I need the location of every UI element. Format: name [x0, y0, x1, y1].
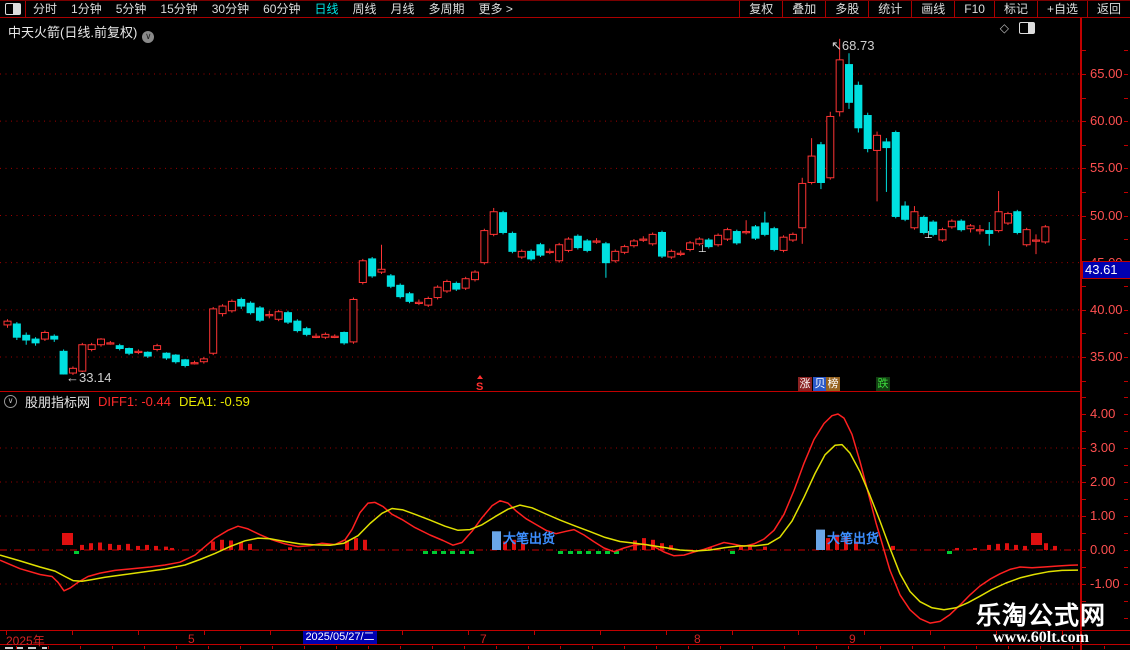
period-button-1[interactable]: 1分钟	[71, 2, 102, 16]
period-button-0[interactable]: 分时	[33, 2, 58, 16]
watermark-title: 乐淘公式网	[975, 602, 1106, 630]
watermark-url: www.60lt.com	[993, 629, 1089, 646]
svg-text:S: S	[476, 381, 483, 392]
svg-text:↖68.73: ↖68.73	[831, 38, 874, 53]
action-toolbar: 复权 叠加 多股 统计 画线 F10 标记 +自选 返回	[739, 1, 1130, 17]
rank-badge-0[interactable]: 涨	[798, 377, 812, 391]
split-screen-icon	[4, 3, 21, 15]
action-button-2[interactable]: 多股	[825, 1, 868, 17]
period-button-3[interactable]: 15分钟	[160, 2, 198, 16]
price-axis-label: 65.00	[1090, 66, 1123, 81]
dea-value: DEA1: -0.59	[178, 393, 250, 409]
layout-toggle-button[interactable]	[0, 1, 26, 17]
stock-title-label: 中天火箭(日线.前复权)	[8, 25, 138, 40]
watermark: 乐淘公式网 www.60lt.com	[976, 603, 1106, 646]
rank-badge-3[interactable]: 跌	[876, 377, 890, 391]
action-button-4[interactable]: 画线	[911, 1, 954, 17]
diff-value: DIFF1: -0.44	[98, 393, 171, 409]
indicator-axis-label: 2.00	[1090, 474, 1116, 489]
action-button-1[interactable]: 叠加	[782, 1, 825, 17]
date-label: 7	[480, 632, 487, 646]
action-button-6[interactable]: 标记	[993, 1, 1037, 17]
indicator-axis-label: -1.00	[1090, 576, 1120, 591]
period-button-7[interactable]: 周线	[352, 2, 377, 16]
current-price-badge: 43.61	[1082, 261, 1130, 279]
indicator-header: ∨ 股朋指标网 DIFF1: -0.44 DEA1: -0.59	[0, 393, 250, 410]
highlighted-date: 2025/05/27/二	[303, 631, 377, 644]
date-label: 5	[188, 632, 195, 646]
title-bar: 中天火箭(日线.前复权) ∨ ◇	[0, 18, 1080, 43]
action-button-8[interactable]: 返回	[1086, 1, 1130, 17]
svg-text:⊥: ⊥	[924, 230, 933, 241]
rank-badge-2[interactable]: 榜	[826, 377, 840, 391]
price-axis-label: 35.00	[1090, 349, 1123, 364]
svg-text:⊥: ⊥	[698, 244, 707, 255]
svg-text:大笔出货: 大笔出货	[827, 531, 879, 546]
period-button-4[interactable]: 30分钟	[211, 2, 250, 16]
main-candlestick-chart[interactable]: ↖68.73 ←33.14 ⊥ ⊥ S	[0, 18, 1080, 392]
bottom-scale-strip	[0, 645, 1130, 650]
indicator-axis-label: 1.00	[1090, 508, 1116, 523]
action-button-7[interactable]: +自选	[1036, 1, 1087, 17]
date-label: 9	[849, 632, 856, 646]
period-button-10[interactable]: 更多 >	[478, 2, 513, 16]
indicator-axis-label: 0.00	[1090, 542, 1116, 557]
diamond-icon[interactable]: ◇	[999, 21, 1009, 35]
date-axis[interactable]: 2025/05/27/二 2025年 5 7 8 9	[0, 630, 1130, 648]
stock-title: 中天火箭(日线.前复权) ∨	[8, 22, 155, 43]
svg-text:大笔出货: 大笔出货	[503, 531, 555, 546]
period-button-5[interactable]: 60分钟	[263, 2, 301, 16]
action-button-0[interactable]: 复权	[739, 1, 782, 17]
price-axis-label: 40.00	[1090, 301, 1123, 317]
chevron-down-icon[interactable]: ∨	[142, 31, 155, 43]
top-toolbar: 分时 1分钟 5分钟 15分钟 30分钟 60分钟 日线 周线 月线 多周期 更多 > 复权 叠加 多股…	[0, 0, 1130, 18]
indicator-axis-label: 4.00	[1090, 406, 1116, 421]
split-screen-icon[interactable]	[1019, 22, 1035, 34]
indicator-chart[interactable]: 大笔出货 大笔出货	[0, 409, 1080, 630]
period-button-2[interactable]: 5分钟	[115, 2, 147, 16]
period-button-8[interactable]: 月线	[390, 2, 415, 16]
price-axis: 43.61 65.0060.0055.0050.0045.0040.0035.0…	[1080, 18, 1130, 650]
price-axis-label: 55.00	[1090, 160, 1123, 176]
indicator-name: 股朋指标网	[25, 394, 91, 410]
price-axis-label: 50.00	[1090, 207, 1123, 223]
chevron-down-icon[interactable]: ∨	[4, 394, 17, 408]
period-toolbar: 分时 1分钟 5分钟 15分钟 30分钟 60分钟 日线 周线 月线 多周期 更多 >	[26, 1, 520, 17]
rank-badge-1[interactable]: 贝	[813, 377, 827, 391]
action-button-3[interactable]: 统计	[868, 1, 911, 17]
indicator-axis-label: 3.00	[1090, 440, 1116, 455]
date-label: 2025年	[6, 634, 45, 648]
period-button-6[interactable]: 日线	[314, 2, 339, 16]
svg-text:←33.14: ←33.14	[66, 370, 112, 385]
action-button-5[interactable]: F10	[954, 1, 994, 17]
price-axis-label: 60.00	[1090, 113, 1123, 129]
period-button-9[interactable]: 多周期	[428, 2, 465, 16]
date-label: 8	[694, 632, 701, 646]
